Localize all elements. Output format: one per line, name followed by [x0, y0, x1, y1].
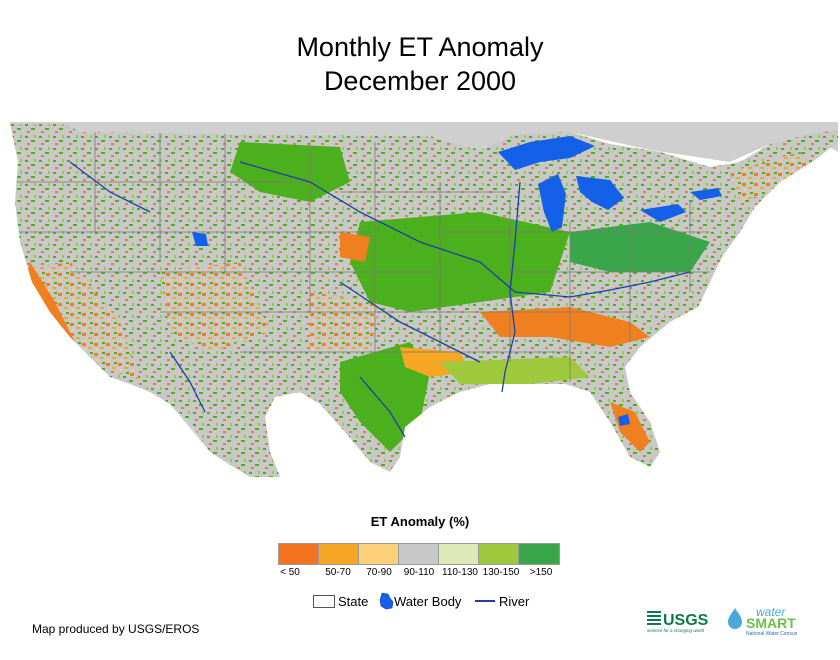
legend-swatch-130-150 — [479, 544, 519, 564]
svg-text:National Water Census: National Water Census — [746, 631, 798, 637]
legend-key-river-label: River — [499, 593, 530, 609]
legend-swatch-70-90 — [359, 544, 399, 564]
legend-key-state-label: State — [338, 593, 369, 609]
water-body-icon — [379, 592, 394, 610]
watersmart-logo: water SMART National Water Census — [728, 605, 798, 637]
river-line-icon — [475, 600, 495, 602]
water-bodies — [192, 136, 722, 426]
usgs-logo: USGS science for a changing world — [647, 611, 709, 633]
legend-swatch-gt150 — [519, 544, 559, 564]
legend-label-70-90: 70-90 — [366, 567, 392, 578]
legend-key-river: River — [475, 593, 529, 609]
legend-title: ET Anomaly (%) — [370, 514, 470, 529]
legend-swatch-lt50 — [279, 544, 319, 564]
map-title-line2: December 2000 — [323, 66, 517, 96]
legend-swatch-90-110 — [399, 544, 439, 564]
credit-text: Map produced by USGS/EROS — [32, 622, 200, 636]
state-boundary-icon — [313, 594, 335, 608]
legend-swatch-50-70 — [319, 544, 359, 564]
svg-text:USGS: USGS — [663, 612, 709, 629]
legend-swatch-110-130 — [439, 544, 479, 564]
svg-text:science for a changing world: science for a changing world — [647, 628, 705, 633]
legend-label-50-70: 50-70 — [325, 567, 351, 578]
legend-key-water-body: Water Body — [378, 592, 462, 610]
rivers — [69, 161, 691, 438]
legend-label-90-110: 90-110 — [403, 567, 435, 578]
legend-label-110-130: 110-130 — [442, 567, 478, 578]
et-anomaly-map — [10, 122, 838, 482]
legend-key-state: State — [313, 593, 368, 609]
map-title-line1: Monthly ET Anomaly — [296, 32, 544, 62]
svg-text:water: water — [756, 605, 786, 619]
legend-label-gt150: >150 — [529, 567, 553, 578]
svg-text:SMART: SMART — [746, 615, 796, 631]
legend-label-lt50: < 50 — [280, 567, 300, 578]
legend-label-130-150: 130-150 — [482, 567, 520, 578]
legend-key-water-body-label: Water Body — [394, 593, 462, 609]
legend-color-bar — [278, 543, 560, 565]
